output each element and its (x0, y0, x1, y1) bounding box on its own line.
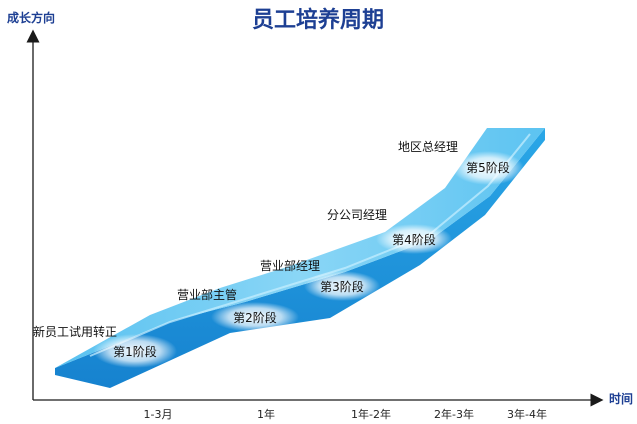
role-3-label: 营业部经理 (260, 258, 320, 273)
time-tick-1: 1-3月 (144, 408, 173, 421)
stage-1-glow (93, 334, 177, 368)
time-tick-3: 1年-2年 (351, 407, 391, 421)
stage-4-glow (376, 224, 452, 254)
stage-2-glow (211, 302, 299, 332)
stage-labels: 第1阶段 第2阶段 第3阶段 第4阶段 第5阶段 (113, 160, 510, 359)
axes: 成长方向 时间 (7, 10, 633, 407)
time-ticks: 1-3月 1年 1年-2年 2年-3年 3年-4年 (144, 407, 547, 421)
stage-glows (93, 151, 524, 368)
role-1-label: 新员工试用转正 (33, 324, 117, 339)
time-tick-2: 1年 (257, 407, 275, 421)
diagram-title: 员工培养周期 (252, 7, 384, 33)
role-labels: 新员工试用转正 营业部主管 营业部经理 分公司经理 地区总经理 (33, 140, 458, 339)
stage-3-glow (304, 271, 380, 301)
role-5-label: 地区总经理 (398, 140, 458, 154)
stage-1-label: 第1阶段 (113, 344, 157, 359)
growth-ribbon (55, 128, 545, 388)
x-axis-label: 时间 (609, 391, 633, 406)
stage-5-glow (452, 151, 524, 185)
y-axis-label: 成长方向 (7, 10, 55, 25)
time-tick-4: 2年-3年 (434, 407, 474, 421)
role-2-label: 营业部主管 (177, 287, 237, 302)
stage-2-label: 第2阶段 (233, 310, 277, 325)
stage-3-label: 第3阶段 (320, 279, 364, 294)
time-tick-5: 3年-4年 (507, 407, 547, 421)
stage-4-label: 第4阶段 (392, 232, 436, 247)
role-4-label: 分公司经理 (327, 208, 387, 222)
stage-5-label: 第5阶段 (466, 160, 510, 175)
